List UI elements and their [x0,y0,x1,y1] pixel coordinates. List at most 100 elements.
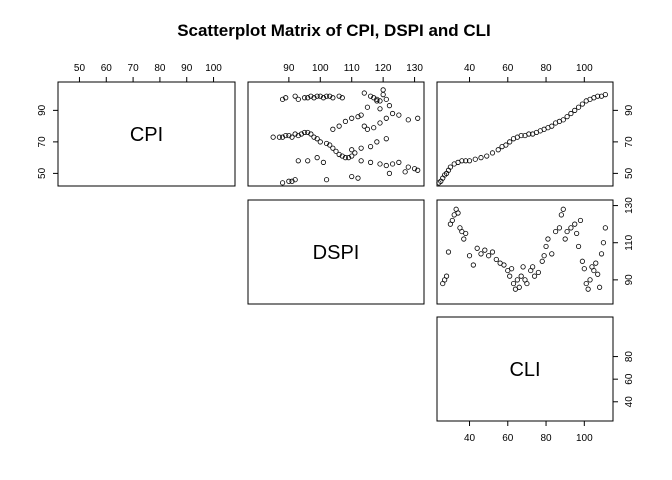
point [445,249,452,255]
point [495,147,501,153]
point [486,253,492,259]
y-tick-label: 70 [37,136,48,148]
point [402,169,408,175]
point [600,240,607,246]
point [270,134,276,140]
point [301,129,308,136]
point [558,212,564,218]
point [461,236,467,242]
point [298,131,305,137]
point [349,147,355,153]
point [579,101,585,107]
y-tick-label: 60 [624,373,635,385]
point [289,178,295,184]
panel-frame [436,316,614,422]
point [377,120,383,126]
point [339,153,345,159]
point [572,221,578,227]
point [549,251,555,257]
point [339,95,345,101]
point [463,158,469,164]
point [472,156,478,162]
point [305,129,311,136]
variable-label: CPI [130,124,163,146]
x-tick-label: 40 [464,63,476,74]
x-tick-label: 130 [406,63,423,74]
point [374,98,380,104]
y-tick-label: 130 [624,197,635,214]
point [295,96,301,102]
x-tick-label: 100 [576,433,593,444]
point [396,112,402,118]
point [564,228,570,235]
point [535,269,541,276]
point [314,155,320,161]
point [380,87,386,93]
variable-label: DSPI [313,242,360,264]
x-tick-label: 110 [344,63,360,74]
y-tick-label: 40 [624,396,635,408]
point [575,104,582,110]
point [317,139,323,145]
point [314,93,320,99]
point [583,280,589,287]
x-tick-label: 120 [375,63,392,74]
point [364,126,371,132]
point [518,132,524,139]
point [349,173,355,180]
point [597,284,603,290]
point [405,164,411,170]
y-tick-label: 80 [624,351,635,363]
point [311,134,317,140]
x-tick-label: 100 [576,63,593,74]
point [314,136,320,142]
point [493,256,499,263]
point [510,280,517,287]
point [383,162,389,169]
point [568,110,574,117]
point [405,117,411,123]
point [572,107,578,113]
point [367,159,374,165]
point [556,225,563,231]
point [541,253,547,259]
point [574,230,580,237]
point [602,225,608,231]
point [386,103,393,109]
x-tick-label: 100 [312,63,329,74]
point [595,271,601,277]
point [327,93,333,99]
y-tick-label: 110 [624,234,635,250]
point [507,273,513,279]
x-tick-label: 40 [464,433,476,444]
point [320,159,327,165]
point [575,243,582,250]
point [520,264,526,270]
panel-frame [247,81,425,187]
point [484,153,490,159]
point [466,158,473,164]
point [377,161,383,167]
panel-frame [57,81,236,187]
point [364,104,371,110]
point [396,159,402,165]
x-tick-label: 80 [540,433,552,444]
point [355,175,361,181]
x-tick-label: 100 [205,63,222,74]
point [595,93,601,99]
point [342,155,349,161]
x-tick-label: 50 [74,63,86,74]
point [289,134,295,140]
point [489,249,496,255]
point [371,95,377,101]
point [323,177,330,183]
point [377,98,383,104]
point [415,167,421,173]
point [380,92,386,98]
panel-frame [436,81,614,187]
point [323,93,330,99]
point [478,251,484,257]
point [514,277,520,283]
point [478,155,484,161]
point [301,95,308,101]
